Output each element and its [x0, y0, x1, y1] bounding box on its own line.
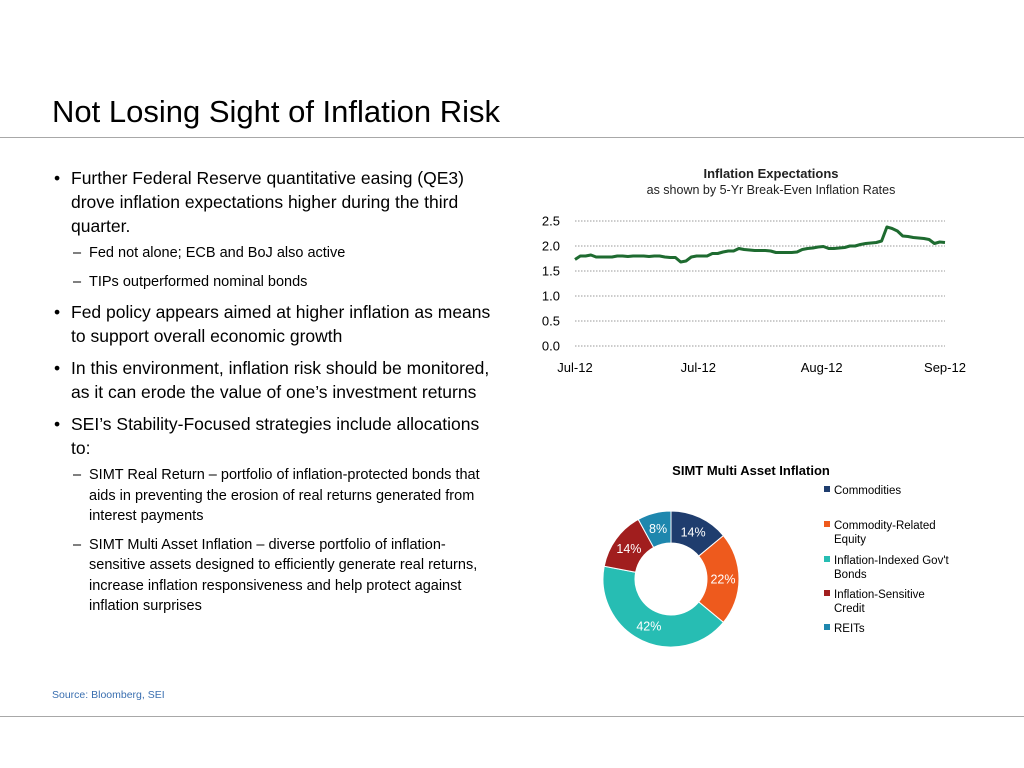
sub-bullet-item: Fed not alone; ECB and BoJ also active — [71, 243, 497, 264]
bullet-item: Fed policy appears aimed at higher infla… — [52, 300, 497, 348]
x-tick-label: Sep-12 — [924, 360, 966, 375]
bullet-list: Further Federal Reserve quantitative eas… — [52, 166, 497, 625]
legend-swatch — [824, 590, 830, 596]
legend-label: Commodities — [834, 485, 901, 497]
sub-bullet-item: SIMT Multi Asset Inflation – diverse por… — [71, 535, 497, 617]
sub-bullet-item: SIMT Real Return – portfolio of inflatio… — [71, 465, 497, 527]
legend-swatch — [824, 556, 830, 562]
y-tick-label: 1.0 — [542, 289, 560, 304]
sub-bullet-list: SIMT Real Return – portfolio of inflatio… — [71, 465, 497, 617]
footer-divider — [0, 716, 1024, 717]
sub-bullet-list: Fed not alone; ECB and BoJ also active T… — [71, 243, 497, 292]
legend-label: Inflation-Indexed Gov't Bonds — [834, 555, 950, 581]
y-tick-label: 2.0 — [542, 239, 560, 254]
legend-item: Inflation-Indexed Gov't Bonds — [824, 555, 950, 581]
legend-item: Inflation-Sensitive Credit — [824, 589, 925, 615]
line-chart-y-axis: 0.0 0.5 1.0 1.5 2.0 2.5 — [542, 214, 560, 354]
bullet-text: Further Federal Reserve quantitative eas… — [71, 168, 464, 236]
pie-slice — [637, 510, 672, 549]
pie-data-label: 42% — [636, 620, 661, 634]
sub-bullet-item: TIPs outperformed nominal bonds — [71, 272, 497, 293]
pie-data-label: 22% — [710, 573, 735, 587]
bullet-text: In this environment, inflation risk shou… — [71, 358, 490, 402]
legend-label: Inflation-Sensitive Credit — [834, 589, 925, 615]
title-divider — [0, 137, 1024, 138]
pie-slice — [602, 565, 725, 648]
x-tick-label: Jul-12 — [557, 360, 592, 375]
pie-data-label: 8% — [649, 522, 667, 536]
legend-item: Commodities — [824, 485, 901, 497]
legend-swatch — [824, 486, 830, 492]
multi-asset-inflation-chart: SIMT Multi Asset Inflation 14% 22% 42% 14% 8… — [602, 463, 950, 648]
line-chart-title: Inflation Expectations — [703, 166, 838, 181]
y-tick-label: 0.5 — [542, 314, 560, 329]
pie-chart-legend: Commodities Commodity-Related Equity Inflat… — [824, 485, 950, 635]
bullet-text: Fed policy appears aimed at higher infla… — [71, 302, 491, 346]
x-tick-label: Aug-12 — [801, 360, 843, 375]
pie-chart-data-labels: 14% 22% 42% 14% 8% — [616, 522, 735, 633]
y-tick-label: 1.5 — [542, 264, 560, 279]
inflation-expectations-chart: Inflation Expectations as shown by 5-Yr … — [542, 166, 966, 375]
legend-swatch — [824, 624, 830, 630]
y-tick-label: 2.5 — [542, 214, 560, 229]
pie-chart-slices — [602, 510, 740, 648]
line-chart-x-axis: Jul-12 Jul-12 Aug-12 Sep-12 — [557, 360, 966, 375]
source-note: Source: Bloomberg, SEI — [52, 689, 165, 701]
legend-item: Commodity-Related Equity — [824, 520, 936, 546]
x-tick-label: Jul-12 — [681, 360, 716, 375]
bullet-item: In this environment, inflation risk shou… — [52, 356, 497, 404]
pie-chart-title: SIMT Multi Asset Inflation — [672, 463, 830, 478]
legend-label: REITs — [834, 623, 865, 635]
line-chart-grid — [575, 220, 945, 347]
pie-data-label: 14% — [681, 525, 706, 539]
bullet-item: SEI’s Stability-Focused strategies inclu… — [52, 412, 497, 617]
bullet-item: Further Federal Reserve quantitative eas… — [52, 166, 497, 292]
legend-swatch — [824, 521, 830, 527]
legend-label: Commodity-Related Equity — [834, 520, 936, 546]
pie-data-label: 14% — [616, 542, 641, 556]
line-chart-subtitle: as shown by 5-Yr Break-Even Inflation Ra… — [647, 183, 896, 197]
break-even-rate-line — [574, 225, 946, 264]
y-tick-label: 0.0 — [542, 339, 560, 354]
slide-title: Not Losing Sight of Inflation Risk — [52, 94, 501, 129]
legend-item: REITs — [824, 623, 865, 635]
bullet-text: SEI’s Stability-Focused strategies inclu… — [71, 414, 480, 458]
